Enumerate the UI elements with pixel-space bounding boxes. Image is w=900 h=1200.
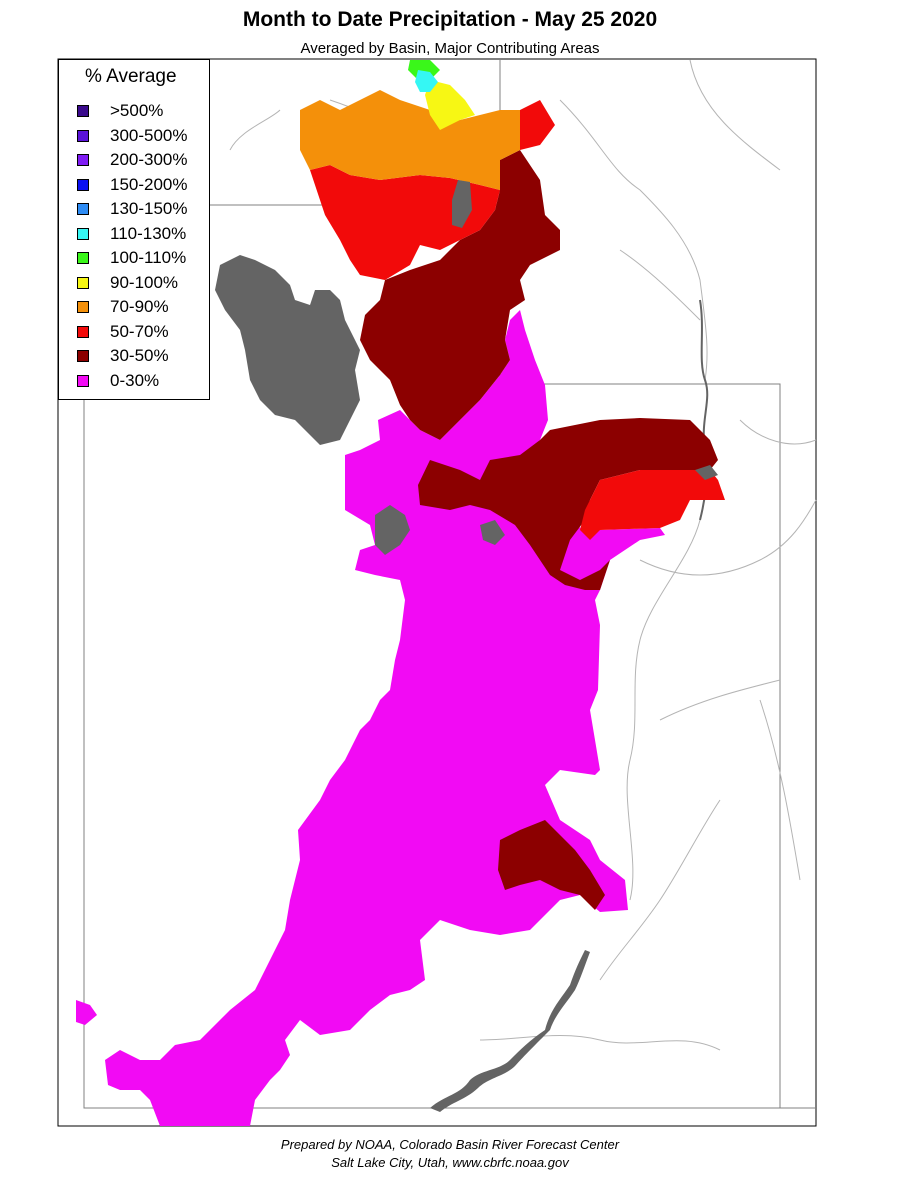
legend-swatch bbox=[77, 374, 89, 387]
legend-label: 300-500% bbox=[110, 125, 188, 145]
basin-50-70-ne bbox=[520, 100, 555, 150]
great-salt-lake bbox=[215, 255, 360, 445]
legend-label: 50-70% bbox=[110, 321, 169, 341]
legend-label: >500% bbox=[110, 101, 164, 120]
legend-swatch bbox=[77, 252, 89, 264]
basin-90-100 bbox=[425, 80, 475, 130]
flaming-gorge bbox=[695, 465, 718, 480]
legend-item: >500% bbox=[77, 101, 207, 123]
legend-item: 150-200% bbox=[77, 174, 207, 197]
utah-lake bbox=[375, 505, 410, 555]
legend-swatch bbox=[77, 350, 89, 362]
legend-label: 130-150% bbox=[110, 199, 188, 218]
legend-label: 200-300% bbox=[110, 150, 188, 169]
legend-item: 70-90% bbox=[77, 297, 207, 319]
credit-line-1: Prepared by NOAA, Colorado Basin River F… bbox=[280, 1137, 620, 1152]
river-path bbox=[659, 679, 781, 721]
basin-30-50-east bbox=[418, 418, 718, 590]
credit-line-2: Salt Lake City, Utah, www.cbrfc.noaa.gov bbox=[331, 1155, 569, 1170]
river-path bbox=[229, 109, 281, 151]
river-path bbox=[639, 499, 817, 576]
basin-polygons bbox=[76, 60, 725, 1126]
legend-swatch bbox=[77, 227, 89, 240]
basin-0-30-west bbox=[76, 1000, 97, 1025]
basin-30-50-north bbox=[360, 150, 560, 440]
strawberry-reservoir bbox=[480, 520, 505, 545]
legend-item: 300-500% bbox=[77, 125, 207, 148]
river-path bbox=[479, 1035, 721, 1051]
legend-title: % Average bbox=[85, 66, 177, 87]
basin-110-130 bbox=[415, 70, 438, 92]
basin-30-50-south bbox=[498, 820, 605, 910]
river-path bbox=[619, 249, 701, 321]
legend-item: 90-100% bbox=[77, 272, 207, 295]
legend-label: 0-30% bbox=[110, 370, 160, 390]
legend-item: 130-150% bbox=[77, 199, 207, 221]
legend-item: 50-70% bbox=[77, 321, 207, 344]
basin-70-90 bbox=[300, 90, 520, 190]
legend-swatch bbox=[77, 178, 89, 191]
legend-swatch bbox=[77, 276, 89, 289]
basin-50-70-north bbox=[310, 165, 500, 280]
legend-swatch bbox=[77, 301, 89, 313]
legend-swatch bbox=[77, 203, 89, 215]
basin-0-30-central bbox=[105, 310, 665, 1126]
legend-item: 110-130% bbox=[77, 223, 207, 246]
legend-label: 70-90% bbox=[110, 297, 169, 316]
river-path bbox=[759, 699, 801, 881]
legend-label: 110-130% bbox=[110, 223, 187, 243]
map-subtitle: Averaged by Basin, Major Contributing Ar… bbox=[300, 40, 600, 57]
rivers bbox=[229, 59, 817, 1051]
legend-item: 200-300% bbox=[77, 150, 207, 172]
river-path bbox=[689, 59, 781, 171]
lake-powell bbox=[430, 950, 590, 1112]
legend-label: 150-200% bbox=[110, 174, 188, 194]
legend: % Average >500% 300-500% 200-300% 150-200% 1… bbox=[58, 59, 210, 400]
legend-swatch bbox=[77, 154, 89, 166]
legend-label: 30-50% bbox=[110, 346, 169, 365]
basin-50-70-east bbox=[580, 470, 725, 540]
legend-item: 0-30% bbox=[77, 370, 207, 393]
bear-lake bbox=[452, 180, 472, 228]
legend-swatch bbox=[77, 325, 89, 338]
river-path bbox=[559, 99, 708, 381]
map-title: Month to Date Precipitation - May 25 202… bbox=[242, 8, 658, 31]
river-path bbox=[739, 419, 817, 445]
river-path bbox=[626, 519, 701, 901]
legend-label: 100-110% bbox=[110, 248, 187, 267]
legend-item: 30-50% bbox=[77, 346, 207, 368]
river-path bbox=[599, 799, 721, 981]
lakes bbox=[215, 180, 718, 555]
legend-swatch bbox=[77, 105, 89, 117]
legend-item: 100-110% bbox=[77, 248, 207, 270]
legend-label: 90-100% bbox=[110, 272, 179, 292]
map-frame bbox=[57, 58, 817, 1127]
legend-swatch bbox=[77, 129, 89, 142]
